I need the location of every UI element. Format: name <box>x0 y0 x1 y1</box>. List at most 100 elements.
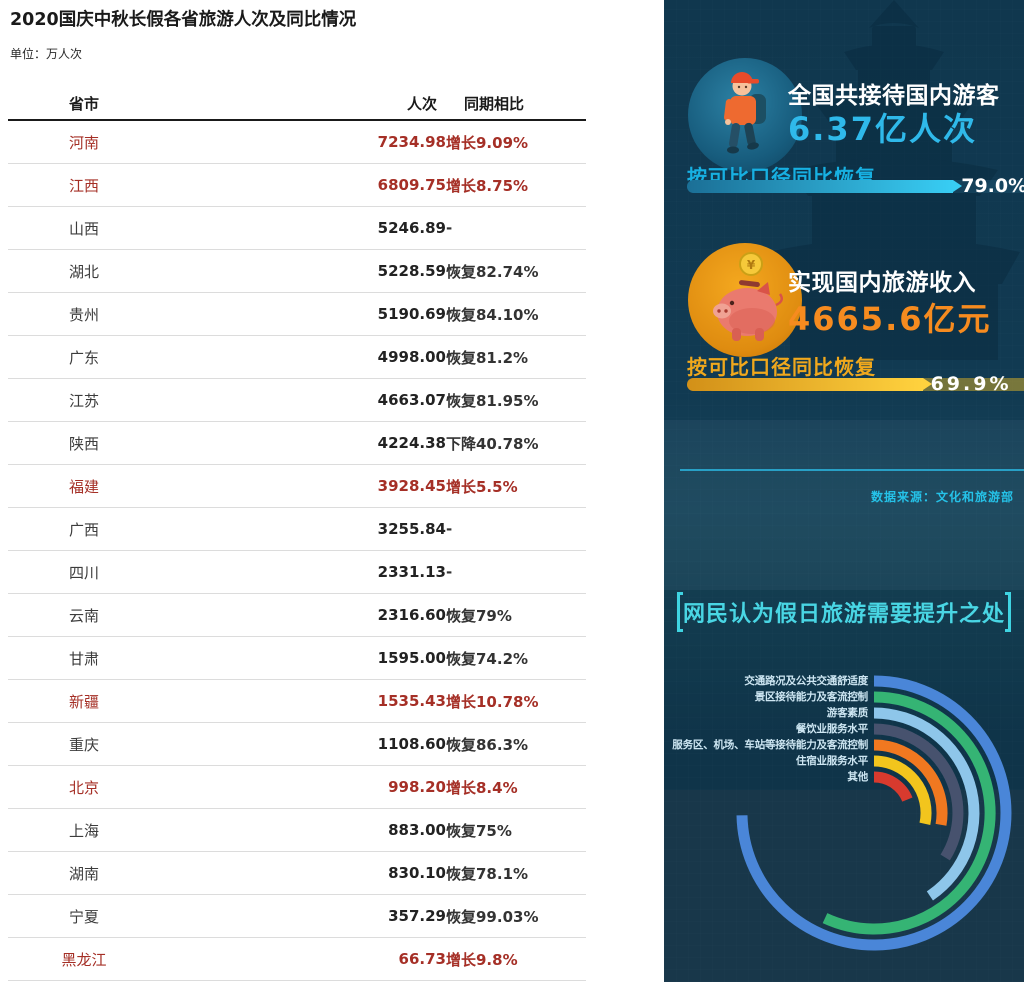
comparison-cell: 下降40.78% <box>446 421 586 465</box>
visitors-value: 6.37亿人次 <box>788 110 977 148</box>
province-cell: 江苏 <box>8 378 160 422</box>
visits-cell: 5246.89 <box>160 206 446 250</box>
comparison-cell: 恢复84.10% <box>446 292 586 336</box>
comparison-cell: - <box>446 507 586 551</box>
header-visits: 人次 <box>160 88 446 121</box>
table-row: 湖北 5228.59 恢复82.74% <box>8 249 586 293</box>
visits-cell: 3928.45 <box>160 464 446 508</box>
visitors-recovery-bar: 79.0% <box>687 175 1024 197</box>
comparison-cell: 恢复82.74% <box>446 249 586 293</box>
comparison-cell: 恢复99.03% <box>446 894 586 938</box>
radial-arc <box>736 675 1012 951</box>
visits-cell: 883.00 <box>160 808 446 852</box>
table-row: 广东 4998.00 恢复81.2% <box>8 335 586 379</box>
radial-arc-label: 其他 <box>847 771 868 783</box>
province-cell: 贵州 <box>8 292 160 336</box>
table-row: 福建 3928.45 增长5.5% <box>8 464 586 508</box>
radial-arc <box>873 771 913 802</box>
survey-chart-title: 网民认为假日旅游需要提升之处 <box>677 592 1011 632</box>
visits-cell: 998.20 <box>160 765 446 809</box>
table-row: 陕西 4224.38 下降40.78% <box>8 421 586 465</box>
table-row: 新疆 1535.43 增长10.78% <box>8 679 586 723</box>
visits-cell: 4998.00 <box>160 335 446 379</box>
visitors-title: 全国共接待国内游客 <box>788 83 1000 109</box>
header-province: 省市 <box>8 88 160 121</box>
radial-arc <box>873 723 964 861</box>
province-cell: 广东 <box>8 335 160 379</box>
province-cell: 四川 <box>8 550 160 594</box>
table-row: 湖南 830.10 恢复78.1% <box>8 851 586 895</box>
visits-cell: 4224.38 <box>160 421 446 465</box>
radial-arc <box>873 739 948 826</box>
province-cell: 山西 <box>8 206 160 250</box>
province-cell: 云南 <box>8 593 160 637</box>
table-row: 江西 6809.75 增长8.75% <box>8 163 586 207</box>
province-cell: 河南 <box>8 120 160 164</box>
province-cell: 上海 <box>8 808 160 852</box>
background-photo-band <box>664 420 1024 590</box>
table-row: 甘肃 1595.00 恢复74.2% <box>8 636 586 680</box>
svg-text:¥: ¥ <box>747 258 756 272</box>
table-row: 江苏 4663.07 恢复81.95% <box>8 378 586 422</box>
comparison-cell: 恢复74.2% <box>446 636 586 680</box>
province-cell: 宁夏 <box>8 894 160 938</box>
province-cell: 广西 <box>8 507 160 551</box>
comparison-cell: 增长5.5% <box>446 464 586 508</box>
visits-cell: 2331.13 <box>160 550 446 594</box>
comparison-cell: 恢复75% <box>446 808 586 852</box>
visits-cell: 7234.98 <box>160 120 446 164</box>
province-cell: 江西 <box>8 163 160 207</box>
visits-cell: 4663.07 <box>160 378 446 422</box>
visits-cell: 2316.60 <box>160 593 446 637</box>
comparison-cell: 恢复79% <box>446 593 586 637</box>
comparison-cell: 恢复81.2% <box>446 335 586 379</box>
visits-cell: 3255.84 <box>160 507 446 551</box>
visits-cell: 1595.00 <box>160 636 446 680</box>
province-cell: 黑龙江 <box>8 937 160 981</box>
province-cell: 北京 <box>8 765 160 809</box>
table-row: 宁夏 357.29 恢复99.03% <box>8 894 586 938</box>
table-row: 河南 7234.98 增长9.09% <box>8 120 586 164</box>
comparison-cell: - <box>446 550 586 594</box>
radial-arc-label: 服务区、机场、车站等接待能力及客流控制 <box>672 739 868 751</box>
table-row: 山西 5246.89- <box>8 206 586 250</box>
table-row: 上海 883.00 恢复75% <box>8 808 586 852</box>
piggy-bank-icon: ¥ <box>688 243 802 357</box>
province-cell: 重庆 <box>8 722 160 766</box>
radial-chart-svg <box>736 675 1012 951</box>
province-table-panel: 2020国庆中秋长假各省旅游人次及同比情况 单位：万人次 省市 人次 同期相比 … <box>8 10 586 981</box>
radial-arc-label: 游客素质 <box>826 707 868 719</box>
comparison-cell: 增长9.8% <box>446 937 586 981</box>
infographic-panel: 全国共接待国内游客 6.37亿人次 按可比口径同比恢复 79.0% ¥ <box>664 0 1024 982</box>
comparison-cell: 恢复81.95% <box>446 378 586 422</box>
province-cell: 湖北 <box>8 249 160 293</box>
province-table-body: 河南 7234.98 增长9.09% 江西 6809.75 增长8.75% 山西 5246.8… <box>8 120 586 981</box>
radial-arc <box>873 707 980 901</box>
left-bracket-decoration <box>677 592 683 632</box>
unit-label: 单位：万人次 <box>10 47 83 61</box>
comparison-cell: 恢复86.3% <box>446 722 586 766</box>
table-row: 重庆 1108.60 恢复86.3% <box>8 722 586 766</box>
bar-fill <box>687 378 932 391</box>
visits-cell: 357.29 <box>160 894 446 938</box>
radial-arc-label: 餐饮业服务水平 <box>795 723 868 735</box>
visits-cell: 1535.43 <box>160 679 446 723</box>
province-table: 省市 人次 同期相比 河南 7234.98 增长9.09% 江西 6809.75 增长8.… <box>8 88 586 981</box>
table-row: 北京 998.20 增长8.4% <box>8 765 586 809</box>
comparison-cell: 恢复78.1% <box>446 851 586 895</box>
radial-arc-label: 景区接待能力及客流控制 <box>754 691 869 703</box>
visits-cell: 1108.60 <box>160 722 446 766</box>
tourist-icon <box>688 58 802 172</box>
province-cell: 甘肃 <box>8 636 160 680</box>
income-title: 实现国内旅游收入 <box>788 270 976 296</box>
visitors-recovery-percent: 79.0% <box>961 175 1024 197</box>
province-cell: 陕西 <box>8 421 160 465</box>
radial-arc <box>822 691 996 935</box>
income-recovery-bar: 69.9% <box>687 373 1024 395</box>
province-cell: 新疆 <box>8 679 160 723</box>
section-divider <box>680 469 1024 471</box>
table-row: 云南 2316.60 恢复79% <box>8 593 586 637</box>
comparison-cell: 增长8.4% <box>446 765 586 809</box>
table-row: 广西 3255.84- <box>8 507 586 551</box>
right-bracket-decoration <box>1005 592 1011 632</box>
